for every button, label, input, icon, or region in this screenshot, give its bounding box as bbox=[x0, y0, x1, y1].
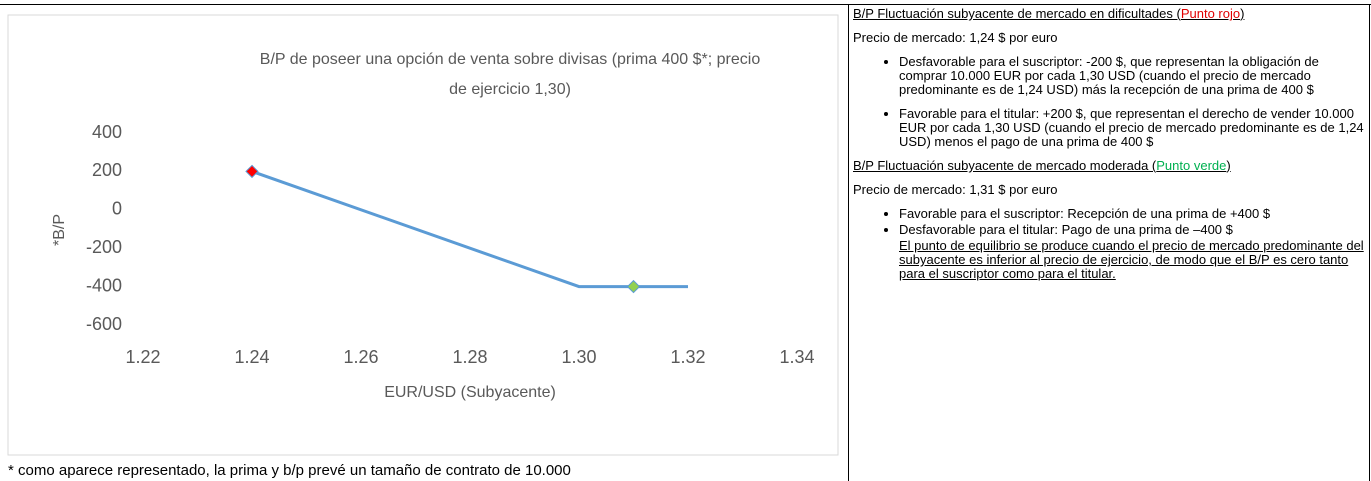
y-tick-label: -400 bbox=[86, 275, 122, 295]
bullet: Favorable para el titular: +200 $, que r… bbox=[899, 107, 1365, 149]
heading-text: B/P Fluctuación subyacente de mercado mo… bbox=[853, 158, 1157, 173]
x-axis-label: EUR/USD (Subyacente) bbox=[384, 384, 556, 401]
x-tick-label: 1.22 bbox=[125, 347, 160, 367]
heading: B/P Fluctuación subyacente de mercado mo… bbox=[853, 159, 1365, 173]
y-tick-label: 400 bbox=[92, 122, 122, 142]
x-tick-label: 1.28 bbox=[452, 347, 487, 367]
heading-highlight: Punto rojo bbox=[1180, 6, 1241, 21]
top-border bbox=[0, 0, 1371, 5]
heading-highlight: Punto verde bbox=[1156, 158, 1227, 173]
y-tick-label: 200 bbox=[92, 160, 122, 180]
bullet: Desfavorable para el titular: Pago de un… bbox=[899, 223, 1365, 237]
y-tick-label: -200 bbox=[86, 237, 122, 257]
chart-title: B/P de poseer una opción de venta sobre … bbox=[260, 51, 761, 68]
heading-text: ) bbox=[1226, 158, 1231, 173]
x-tick-label: 1.30 bbox=[561, 347, 596, 367]
footnote: * como aparece representado, la prima y … bbox=[8, 462, 571, 479]
bullet: Desfavorable para el suscriptor: -200 $,… bbox=[899, 55, 1365, 97]
chart: B/P de poseer una opción de venta sobre … bbox=[7, 14, 839, 456]
x-tick-label: 1.32 bbox=[670, 347, 705, 367]
price: Precio de mercado: 1,24 $ por euro bbox=[853, 30, 1058, 45]
bullet: Favorable para el suscriptor: Recepción … bbox=[899, 207, 1365, 221]
y-tick-label: 0 bbox=[112, 199, 122, 219]
heading-text: ) bbox=[1240, 6, 1245, 21]
conclusion: El punto de equilibrio se produce cuando… bbox=[899, 238, 1364, 281]
bullet-list: Favorable para el suscriptor: Recepción … bbox=[853, 207, 1365, 237]
point-marker bbox=[245, 164, 259, 179]
y-tick-label: -600 bbox=[86, 314, 122, 334]
heading: B/P Fluctuación subyacente de mercado en… bbox=[853, 7, 1365, 21]
x-tick-label: 1.26 bbox=[343, 347, 378, 367]
point-marker bbox=[626, 279, 641, 294]
bullet-list: Desfavorable para el suscriptor: -200 $,… bbox=[853, 55, 1365, 149]
chart-frame bbox=[7, 14, 839, 456]
chart-title: de ejercicio 1,30) bbox=[449, 81, 571, 98]
series-line bbox=[251, 169, 688, 289]
y-axis-label: *B/P bbox=[51, 214, 68, 246]
explanation-panel: B/P Fluctuación subyacente de mercado en… bbox=[848, 4, 1370, 481]
price: Precio de mercado: 1,31 $ por euro bbox=[853, 182, 1058, 197]
heading-text: B/P Fluctuación subyacente de mercado en… bbox=[853, 6, 1181, 21]
x-tick-label: 1.34 bbox=[779, 347, 814, 367]
x-tick-label: 1.24 bbox=[234, 347, 269, 367]
